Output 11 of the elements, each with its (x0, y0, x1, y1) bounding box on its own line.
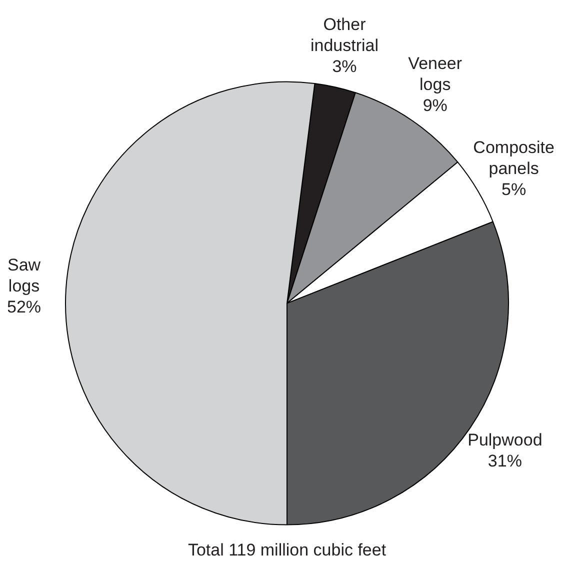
slice-label: Pulpwood (468, 430, 542, 450)
data-label: 9% (422, 96, 448, 116)
data-label: 52% (7, 297, 42, 316)
data-label: 31% (488, 452, 522, 471)
data-label: 5% (502, 180, 526, 199)
slice-label: Composite panels (473, 138, 554, 178)
text: Total 119 million cubic feet (188, 540, 386, 560)
data-label: 3% (332, 56, 357, 76)
slice-label: Saw logs (7, 255, 42, 296)
slice-label: Veneer logs (408, 54, 462, 94)
slice-label: Other industrial (310, 14, 379, 55)
